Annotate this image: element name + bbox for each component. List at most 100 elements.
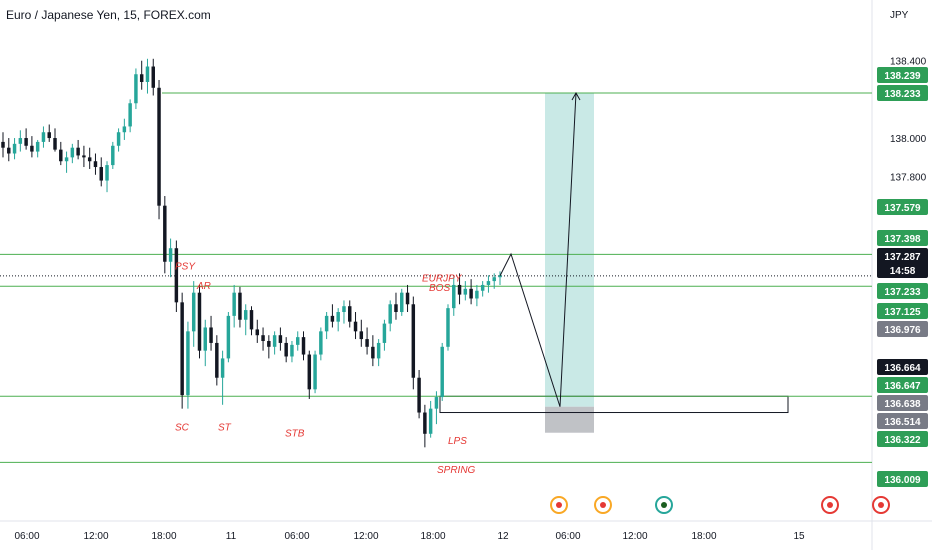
candle[interactable] [261,327,265,351]
candle[interactable] [336,308,340,332]
candle[interactable] [215,335,219,386]
candle[interactable] [1,132,5,158]
candle[interactable] [295,331,300,351]
candle[interactable] [324,312,329,340]
candle[interactable] [128,99,132,133]
candle[interactable] [313,350,317,394]
candle[interactable] [87,147,92,169]
candle[interactable] [226,312,231,363]
candle[interactable] [272,331,277,355]
candle[interactable] [111,141,115,169]
candle[interactable] [139,60,144,90]
candle[interactable] [232,284,236,328]
stop-zone[interactable] [545,406,594,433]
candle[interactable] [486,275,491,293]
candle[interactable] [157,80,161,220]
candle[interactable] [411,296,416,390]
economic-event-icon[interactable] [872,496,890,514]
price-badge[interactable]: 138.239 [877,67,928,83]
candle[interactable] [249,306,254,336]
candle[interactable] [330,304,335,328]
candle[interactable] [371,335,375,367]
candle[interactable] [238,286,242,328]
candle[interactable] [243,304,248,336]
candle[interactable] [480,281,485,297]
economic-event-icon[interactable] [550,496,568,514]
candle[interactable] [457,273,462,305]
candle[interactable] [498,271,502,285]
candle[interactable] [99,157,103,187]
candle[interactable] [376,339,381,367]
price-badge[interactable]: 136.976 [877,321,928,337]
price-badge[interactable]: 136.009 [877,471,928,487]
candle[interactable] [116,128,121,152]
price-badge[interactable]: 137.233 [877,283,928,299]
candle[interactable] [388,300,392,332]
candle[interactable] [30,136,34,158]
candle[interactable] [70,143,75,164]
price-badge[interactable]: 136.514 [877,413,928,429]
candle[interactable] [348,300,352,328]
candle[interactable] [394,292,398,320]
price-badge[interactable]: 138.233 [877,85,928,101]
candle[interactable] [220,350,225,405]
candle[interactable] [122,118,127,140]
candle[interactable] [203,319,208,367]
candle[interactable] [53,128,57,152]
candle[interactable] [209,315,213,351]
candle[interactable] [105,161,109,193]
candle[interactable] [492,273,496,289]
price-badge[interactable]: 137.125 [877,303,928,319]
price-badge[interactable]: 137.287 14:58 [877,248,928,278]
candle[interactable] [278,327,283,351]
candle[interactable] [290,341,294,363]
candle[interactable] [440,342,444,401]
price-badge[interactable]: 136.647 [877,377,928,393]
candle[interactable] [47,124,51,142]
candle[interactable] [469,279,473,305]
candle[interactable] [463,281,468,301]
candle[interactable] [59,141,63,166]
candle[interactable] [359,319,364,347]
candle[interactable] [76,139,80,160]
candle[interactable] [428,400,433,438]
candle[interactable] [168,238,173,278]
candle[interactable] [405,284,410,313]
economic-event-icon[interactable] [821,496,839,514]
candle[interactable] [174,240,179,313]
candle[interactable] [301,331,306,361]
candle[interactable] [35,139,40,158]
demand-zone-box[interactable] [439,395,789,414]
candle[interactable] [307,350,312,399]
candle[interactable] [134,68,138,110]
candle[interactable] [18,130,23,152]
candle[interactable] [186,321,190,409]
price-badge[interactable]: 137.398 [877,230,928,246]
candle[interactable] [267,335,271,359]
candle[interactable] [255,319,260,343]
price-badge[interactable]: 136.638 [877,395,928,411]
candle[interactable] [41,126,46,148]
candle[interactable] [151,58,155,96]
candle[interactable] [64,151,69,173]
candle[interactable] [319,327,323,361]
candle[interactable] [82,145,86,168]
candle[interactable] [7,138,11,162]
projection-path[interactable] [499,92,577,407]
candle[interactable] [353,312,358,340]
candle[interactable] [93,153,98,175]
candle[interactable] [400,288,404,316]
target-zone[interactable] [545,93,594,407]
candle[interactable] [434,391,439,425]
price-badge[interactable]: 137.579 [877,199,928,215]
candle[interactable] [145,58,150,94]
candle[interactable] [163,196,167,274]
candle[interactable] [191,281,196,347]
price-badge[interactable]: 136.664 [877,359,928,375]
economic-event-icon[interactable] [594,496,612,514]
candle[interactable] [417,369,421,419]
candle[interactable] [475,284,479,307]
candle[interactable] [382,319,387,351]
